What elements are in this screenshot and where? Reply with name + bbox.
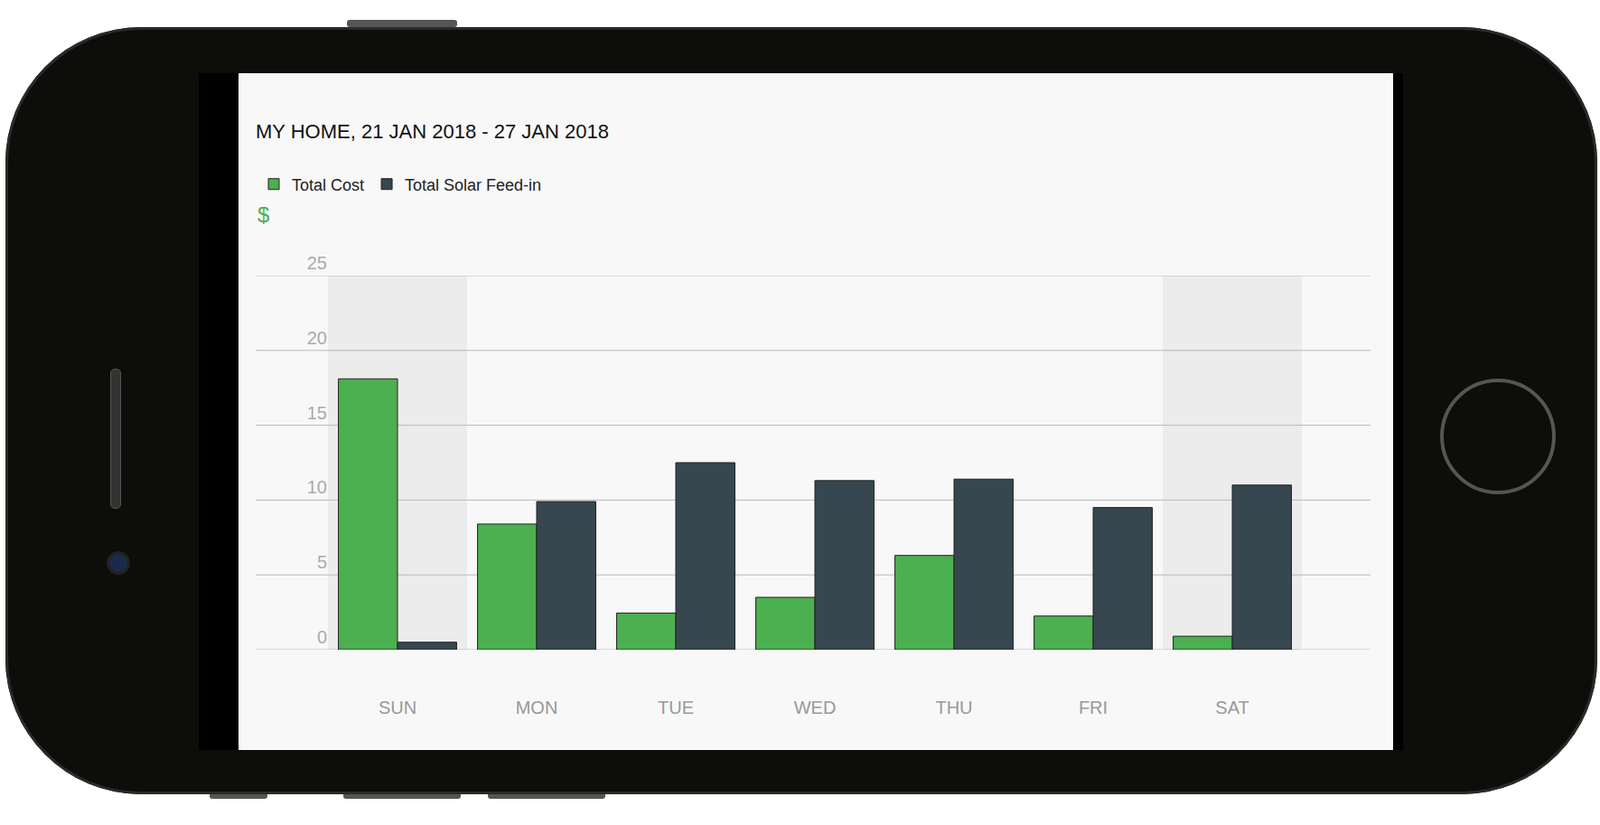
svg-text:MY HOME, 21 JAN 2018 - 27 JAN: MY HOME, 21 JAN 2018 - 27 JAN 2018 — [255, 120, 609, 143]
svg-text:Total Cost: Total Cost — [291, 176, 365, 195]
svg-text:25: 25 — [307, 252, 328, 273]
svg-text:FRI: FRI — [1078, 697, 1108, 718]
svg-text:$: $ — [257, 202, 270, 227]
svg-text:SAT: SAT — [1215, 697, 1249, 718]
svg-text:0: 0 — [317, 626, 328, 647]
svg-text:15: 15 — [307, 402, 328, 423]
svg-text:TUE: TUE — [657, 697, 694, 718]
svg-text:SUN: SUN — [378, 697, 417, 718]
svg-text:10: 10 — [307, 477, 328, 497]
svg-text:20: 20 — [307, 327, 328, 348]
svg-text:WED: WED — [794, 697, 837, 718]
svg-text:5: 5 — [317, 552, 328, 572]
svg-text:Total Solar Feed-in: Total Solar Feed-in — [404, 176, 542, 195]
svg-text:THU: THU — [935, 697, 973, 718]
svg-text:MON: MON — [515, 697, 559, 718]
